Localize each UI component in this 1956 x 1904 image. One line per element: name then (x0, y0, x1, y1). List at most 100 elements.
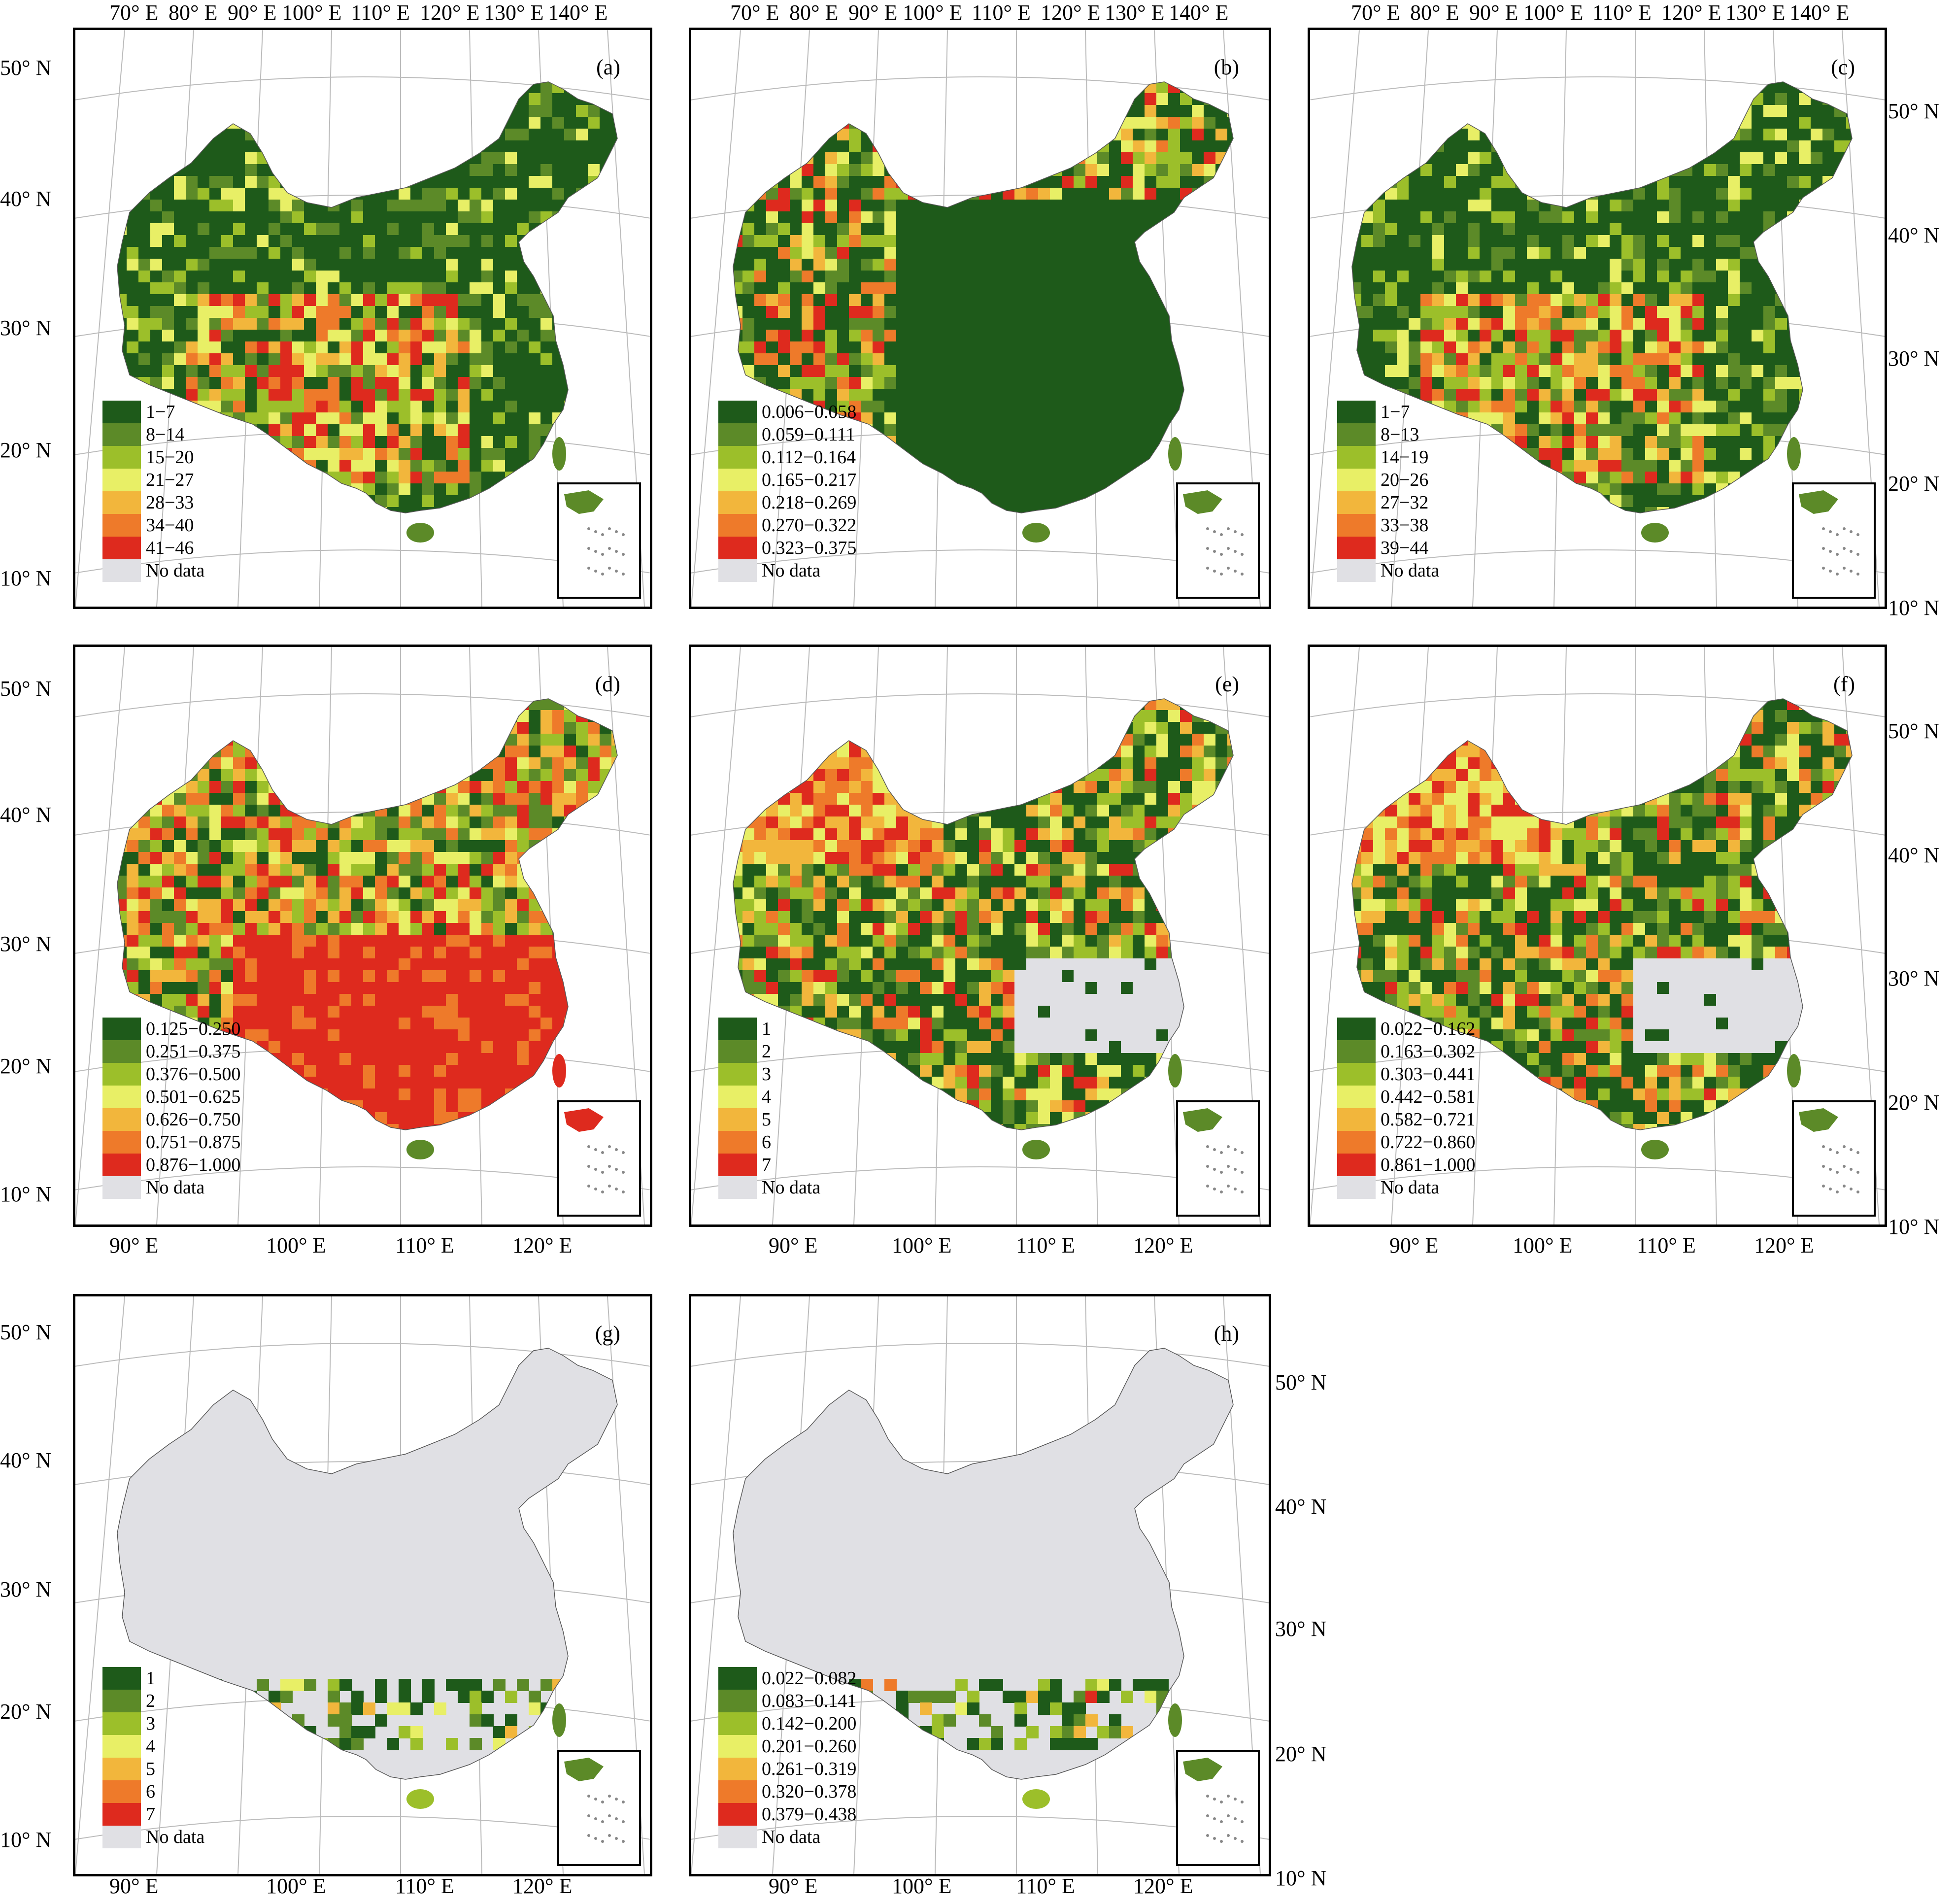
map-cell (150, 82, 163, 94)
map-cell (849, 341, 861, 354)
map-cell (127, 294, 139, 306)
map-cell (1074, 188, 1086, 200)
map-cell (1657, 105, 1669, 117)
map-cell (1480, 200, 1492, 212)
map-cell (1373, 259, 1385, 271)
map-cell (1026, 483, 1039, 496)
map-cell (422, 129, 435, 141)
map-cell (955, 140, 968, 153)
map-cell (245, 330, 257, 342)
map-cell (1038, 472, 1050, 484)
map-cell (1657, 223, 1669, 236)
map-cell (458, 223, 470, 236)
map-cell (316, 223, 328, 236)
map-cell (1610, 401, 1622, 413)
map-cell (1109, 223, 1121, 236)
map-cell (1085, 318, 1098, 330)
map-cell (920, 152, 932, 165)
map-cell (1692, 164, 1705, 176)
map-cell (233, 129, 245, 141)
map-cell (540, 69, 553, 82)
map-cell (150, 389, 163, 401)
map-cell (733, 259, 743, 271)
map-cell (1026, 412, 1039, 425)
map-cell (932, 365, 944, 377)
map-cell (1444, 140, 1456, 153)
map-cell (198, 271, 210, 283)
map-cell (221, 271, 234, 283)
map-cell (470, 188, 482, 200)
map-cell (1050, 200, 1062, 212)
map-cell (328, 401, 340, 413)
map-cell (186, 259, 198, 271)
map-cell (1432, 129, 1445, 141)
map-cell (198, 259, 210, 271)
map-cell (944, 271, 956, 283)
map-cell (446, 211, 458, 224)
map-cell (280, 436, 293, 448)
map-cell (540, 460, 553, 472)
map-cell (1811, 69, 1823, 82)
map-cell (576, 401, 588, 413)
map-cell (967, 365, 979, 377)
map-cell (1074, 483, 1086, 496)
lon-label: 90° E (109, 1874, 159, 1898)
map-cell (493, 117, 506, 129)
map-cell (1574, 401, 1586, 413)
map-cell (1822, 176, 1835, 188)
map-cell (766, 188, 778, 200)
map-cell (1180, 223, 1192, 236)
map-cell (1763, 152, 1776, 165)
map-cell (209, 188, 222, 200)
map-cell (505, 507, 517, 513)
map-cell (896, 117, 909, 129)
map-cell (328, 211, 340, 224)
map-cell (1610, 152, 1622, 165)
map-cell (410, 117, 423, 129)
map-cell (813, 377, 826, 389)
map-cell (955, 448, 968, 460)
map-cell (198, 152, 210, 165)
map-cell (1574, 412, 1586, 425)
map-cell (861, 282, 873, 295)
map-cell (1038, 412, 1050, 425)
map-cell (944, 247, 956, 259)
map-cell (269, 271, 281, 283)
map-cell (790, 365, 802, 377)
map-cell (790, 318, 802, 330)
map-cell (1180, 152, 1192, 165)
map-cell (209, 507, 222, 513)
map-cell (138, 235, 151, 247)
map-cell (754, 105, 767, 117)
map-cell (1097, 318, 1110, 330)
lon-label: 120° E (512, 1233, 573, 1258)
map-cell (1156, 129, 1169, 141)
map-cell (1109, 330, 1121, 342)
map-cell (481, 495, 494, 508)
inset-island (601, 573, 604, 576)
map-cell (198, 200, 210, 212)
map-cell (1598, 69, 1610, 82)
map-cell (576, 235, 588, 247)
map-cell (1787, 105, 1799, 117)
map-cell (600, 271, 612, 283)
map-cell (1014, 412, 1027, 425)
map-cell (1669, 152, 1681, 165)
map-cell (304, 377, 316, 389)
map-cell (470, 82, 482, 94)
map-cell (280, 140, 293, 153)
map-cell (198, 211, 210, 224)
map-cell (221, 82, 234, 94)
map-cell (505, 247, 517, 259)
map-cell (1716, 353, 1728, 366)
map-cell (1669, 211, 1681, 224)
map-cell (481, 472, 494, 484)
map-cell (1062, 211, 1074, 224)
map-cell (1097, 188, 1110, 200)
map-cell (1787, 259, 1799, 271)
map-cell (1361, 69, 1374, 82)
map-cell (1692, 211, 1705, 224)
lat-label: 20° N (0, 1700, 52, 1724)
map-cell (198, 105, 210, 117)
map-cell (742, 247, 755, 259)
